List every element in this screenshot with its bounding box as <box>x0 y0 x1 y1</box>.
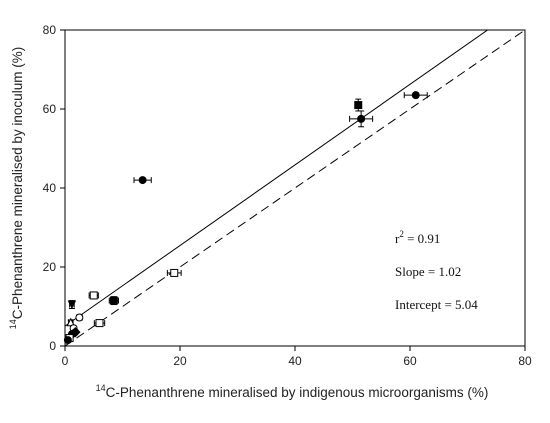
point-marker <box>138 176 147 185</box>
point-marker <box>357 114 366 123</box>
data-point <box>354 98 363 112</box>
x-tick-label: 20 <box>173 354 187 368</box>
point-marker <box>95 319 104 328</box>
slope-annotation: Slope = 1.02 <box>395 264 461 279</box>
point-marker <box>354 101 363 110</box>
data-point <box>67 300 77 310</box>
data-point <box>403 91 428 100</box>
x-tick-label: 80 <box>518 354 532 368</box>
reference-line-1to1 <box>65 30 525 346</box>
y-tick-label: 60 <box>43 102 57 116</box>
data-point <box>88 291 99 300</box>
x-tick-label: 0 <box>62 354 69 368</box>
data-point <box>133 176 152 185</box>
x-tick-label: 60 <box>403 354 417 368</box>
point-marker <box>170 268 179 277</box>
y-tick-label: 80 <box>43 23 57 37</box>
y-tick-label: 0 <box>49 339 56 353</box>
data-point <box>93 319 106 328</box>
intercept-annotation: Intercept = 5.04 <box>395 297 478 312</box>
point-marker <box>89 291 98 300</box>
point-marker <box>63 336 72 345</box>
data-points <box>63 91 428 345</box>
y-tick-label: 20 <box>43 260 57 274</box>
x-axis-label: 14C-Phenanthrene mineralised by indigeno… <box>96 383 489 400</box>
data-point <box>108 296 119 306</box>
point-marker <box>411 91 420 100</box>
x-tick-label: 40 <box>288 354 302 368</box>
data-point <box>63 336 72 345</box>
point-marker <box>109 296 118 305</box>
y-axis-label: 14C-Phenanthrene mineralised by inoculum… <box>8 47 25 329</box>
y-tick-label: 40 <box>43 181 57 195</box>
data-point <box>75 313 84 322</box>
axes: 0 20 40 60 80 0 20 40 60 80 <box>43 23 532 368</box>
point-marker <box>67 300 77 310</box>
r-squared-annotation: r2 = 0.91 <box>395 229 440 246</box>
data-point <box>166 268 182 277</box>
point-marker <box>75 313 84 322</box>
fit-lines <box>65 30 525 346</box>
regression-line <box>65 30 489 327</box>
